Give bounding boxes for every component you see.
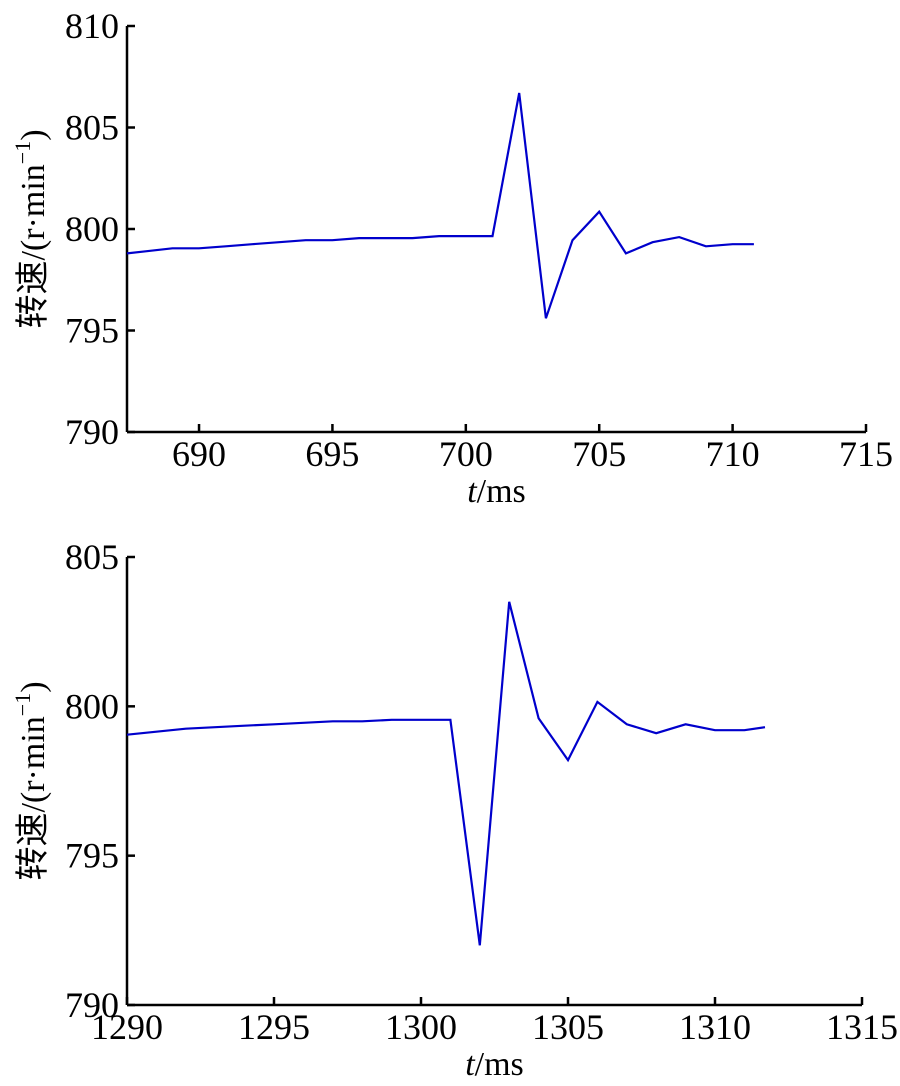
x-tick-label: 705 (572, 434, 626, 474)
x-tick-label: 700 (439, 434, 493, 474)
x-axis-title: t/ms (465, 1046, 524, 1083)
y-tick-label: 800 (65, 209, 119, 249)
y-tick-label: 790 (65, 985, 119, 1025)
chart-panel-2: 790 795 800 805 1290 1295 1300 1305 1310 1315 t/ms… (10, 537, 898, 1083)
y-tick-label: 795 (65, 311, 119, 351)
x-tick-label: 715 (839, 434, 893, 474)
x-tick-label: 695 (305, 434, 359, 474)
chart-panel-1: 790 795 800 805 810 690 695 700 705 710 715 t/ms 转速/… (10, 6, 893, 510)
series-line (126, 601, 766, 946)
x-axis-title: t/ms (467, 473, 526, 510)
x-tick-label: 690 (172, 434, 226, 474)
y-tick-label: 790 (65, 412, 119, 452)
y-axis-title: 转速/(r·min−1) (10, 129, 52, 328)
x-tick-label: 1305 (532, 1007, 604, 1047)
y-tick-label: 805 (65, 108, 119, 148)
series-line (126, 92, 754, 319)
x-tick-label: 1315 (826, 1007, 898, 1047)
y-tick-label: 810 (65, 6, 119, 46)
x-tick-label: 710 (706, 434, 760, 474)
x-tick-label: 1310 (679, 1007, 751, 1047)
x-tick-label: 1300 (385, 1007, 457, 1047)
y-tick-label: 795 (65, 836, 119, 876)
x-tick-label: 1295 (238, 1007, 310, 1047)
y-tick-label: 805 (65, 537, 119, 577)
y-axis-title: 转速/(r·min−1) (10, 681, 52, 880)
x-tick-label: 1290 (91, 1007, 163, 1047)
y-tick-label: 800 (65, 686, 119, 726)
